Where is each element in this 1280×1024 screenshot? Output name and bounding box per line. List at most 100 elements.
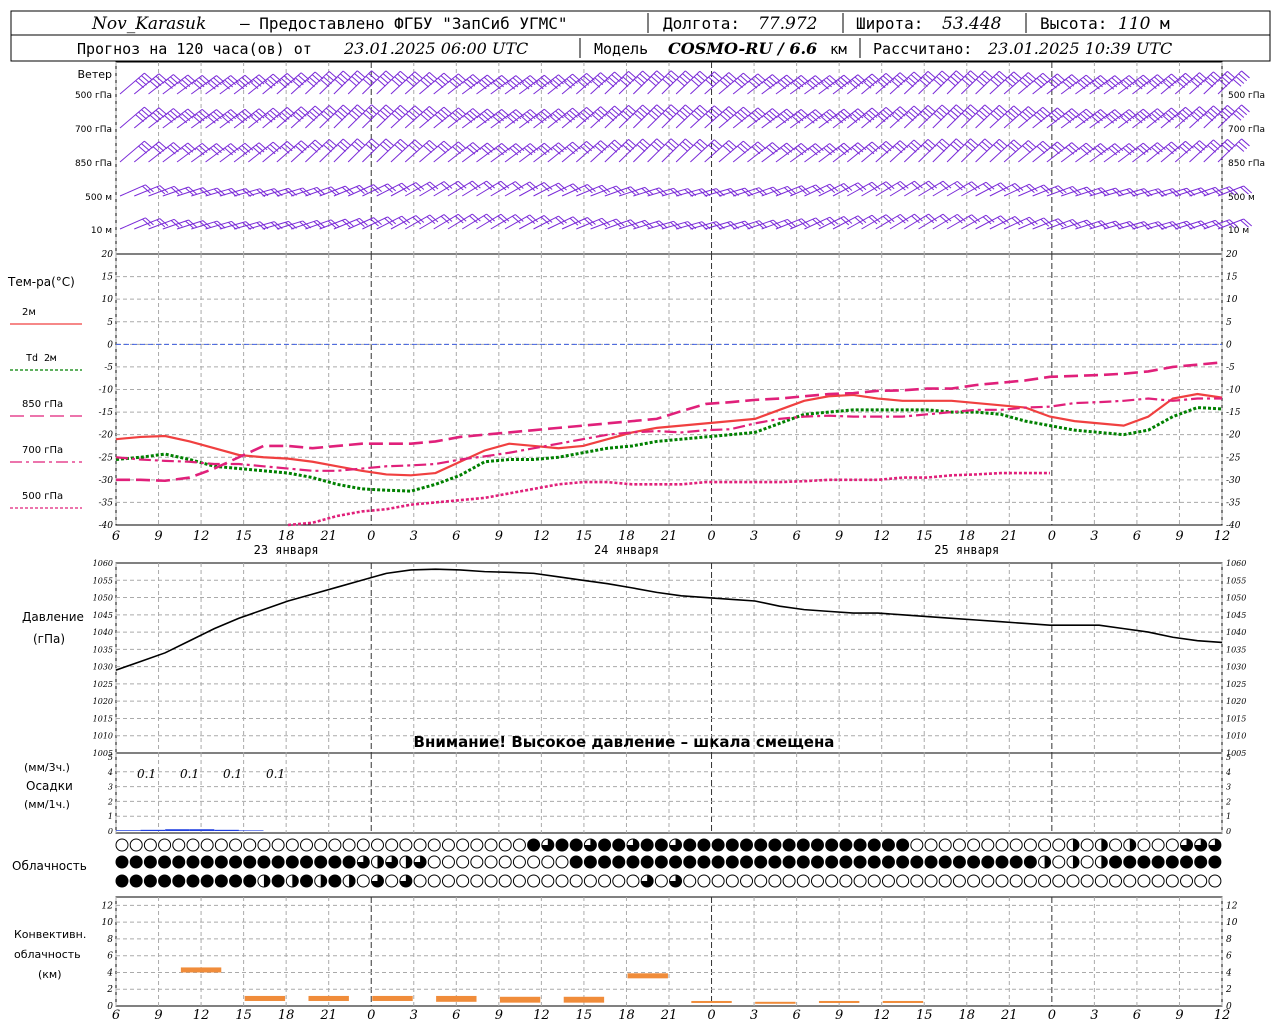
wind-barb bbox=[1003, 106, 1037, 129]
wind-barb-flag bbox=[555, 184, 564, 193]
wind-barb-flag bbox=[397, 141, 406, 150]
wind-barb-shaft bbox=[404, 106, 430, 129]
wind-barb-flag bbox=[961, 112, 971, 121]
wind-barb-shaft bbox=[1089, 187, 1116, 197]
precip-panel-frame bbox=[115, 752, 1223, 834]
wind-barb-shaft bbox=[461, 180, 487, 197]
wind-barb-shaft bbox=[148, 185, 175, 197]
wind-barb-shaft bbox=[133, 107, 160, 129]
wind-barb-flag bbox=[373, 184, 382, 192]
wind-barb-shaft bbox=[861, 214, 887, 230]
wind-barb-shaft bbox=[433, 213, 459, 230]
wind-barb-flag bbox=[921, 76, 931, 85]
wind-barb-shaft bbox=[932, 180, 958, 197]
wind-barb-shaft bbox=[1103, 109, 1130, 129]
alt-value: 110 bbox=[1118, 14, 1151, 34]
wind-barb bbox=[1132, 142, 1166, 163]
wind-barb-flag bbox=[1000, 215, 1009, 224]
wind-barb bbox=[576, 184, 611, 197]
wind-barb-shaft bbox=[504, 109, 531, 129]
wind-barb-shaft bbox=[248, 221, 275, 230]
pressure-series-line bbox=[115, 568, 1223, 671]
time-tick-label: 18 bbox=[958, 1008, 975, 1023]
cloud-symbol bbox=[328, 855, 342, 869]
wind-level-label-right: 700 гПа bbox=[1228, 125, 1265, 135]
wind-barb-flag bbox=[401, 215, 411, 224]
wind-barb-flag bbox=[526, 216, 536, 224]
cloud-symbol bbox=[1165, 874, 1179, 888]
wind-barb-shaft bbox=[1003, 140, 1029, 163]
cloud-symbol bbox=[725, 855, 739, 869]
wind-barb bbox=[861, 140, 895, 163]
cloud-symbol bbox=[598, 855, 612, 869]
wind-barb bbox=[433, 213, 467, 230]
wind-barb bbox=[718, 187, 754, 197]
cloud-symbol bbox=[158, 874, 172, 888]
cloud-symbol bbox=[115, 838, 129, 852]
wind-barb bbox=[533, 182, 567, 197]
wind-barb-flag bbox=[483, 182, 493, 191]
cloud-symbol bbox=[498, 838, 512, 852]
wind-barb-shaft bbox=[262, 107, 288, 129]
wind-barb-flag bbox=[320, 113, 329, 121]
wind-barb-flag bbox=[1221, 76, 1231, 85]
wind-barb bbox=[946, 214, 981, 230]
wind-barb-shaft bbox=[832, 108, 859, 129]
wind-barb bbox=[960, 70, 994, 95]
wind-barb-flag bbox=[391, 79, 401, 87]
wind-barb bbox=[661, 70, 694, 95]
wind-barb bbox=[390, 71, 424, 95]
wind-barb-shaft bbox=[704, 220, 731, 230]
wind-barb-flag bbox=[741, 221, 751, 230]
wind-barb-shaft bbox=[1103, 221, 1131, 230]
wind-barb-flag bbox=[142, 185, 151, 194]
wind-barb-shaft bbox=[590, 185, 617, 197]
wind-barb bbox=[647, 70, 680, 95]
wind-barb-flag bbox=[953, 141, 962, 149]
wind-barb-shaft bbox=[1203, 104, 1228, 129]
wind-barb bbox=[847, 214, 881, 230]
wind-barb-flag bbox=[757, 141, 767, 150]
wind-barb-shaft bbox=[533, 182, 559, 197]
wind-barb-flag bbox=[725, 108, 735, 117]
wind-barb bbox=[1032, 141, 1066, 163]
wind-barb-flag bbox=[408, 76, 418, 85]
wind-barb-shaft bbox=[1075, 187, 1102, 197]
wind-barb-shaft bbox=[989, 105, 1015, 129]
cloud-symbol bbox=[740, 838, 754, 852]
wind-barb-flag bbox=[384, 217, 393, 226]
cloud-symbol bbox=[342, 855, 356, 869]
wind-barb bbox=[276, 187, 312, 197]
wind-barb-shaft bbox=[419, 106, 445, 129]
wind-barb-shaft bbox=[219, 74, 246, 95]
cloud-symbol bbox=[725, 838, 739, 852]
wind-barb bbox=[1175, 187, 1210, 197]
wind-barb-shaft bbox=[1132, 74, 1158, 95]
wind-barb bbox=[547, 216, 582, 230]
wind-barb-flag bbox=[939, 215, 949, 224]
wind-barb-shaft bbox=[1032, 218, 1059, 230]
wind-barb-flag bbox=[411, 74, 421, 82]
wind-barb bbox=[918, 138, 951, 163]
wind-barb-shaft bbox=[1018, 217, 1045, 230]
wind-barb-flag bbox=[628, 105, 637, 113]
cloud-symbol-three-quarter bbox=[1194, 839, 1207, 852]
y-tick-label-right: 1055 bbox=[1226, 576, 1246, 585]
wind-barb-shaft bbox=[1160, 72, 1186, 95]
cloud-symbol bbox=[598, 874, 612, 888]
convective-bar bbox=[563, 996, 605, 1003]
time-tick-label: 9 bbox=[154, 529, 162, 544]
wind-barb-shaft bbox=[818, 74, 845, 95]
wind-barb-flag bbox=[757, 107, 767, 116]
cloud-symbol bbox=[300, 874, 314, 888]
time-tick-label: 15 bbox=[576, 529, 593, 544]
wind-barb-flag bbox=[713, 71, 723, 80]
wind-barb-shaft bbox=[133, 141, 160, 163]
wind-barb-flag bbox=[1014, 183, 1024, 191]
wind-barb-flag bbox=[149, 80, 159, 89]
wind-barb-shaft bbox=[347, 138, 372, 163]
wind-barb-shaft bbox=[804, 183, 831, 197]
wind-barb bbox=[262, 141, 296, 163]
wind-barb-flag bbox=[299, 221, 308, 230]
time-tick-label: 15 bbox=[916, 529, 933, 544]
